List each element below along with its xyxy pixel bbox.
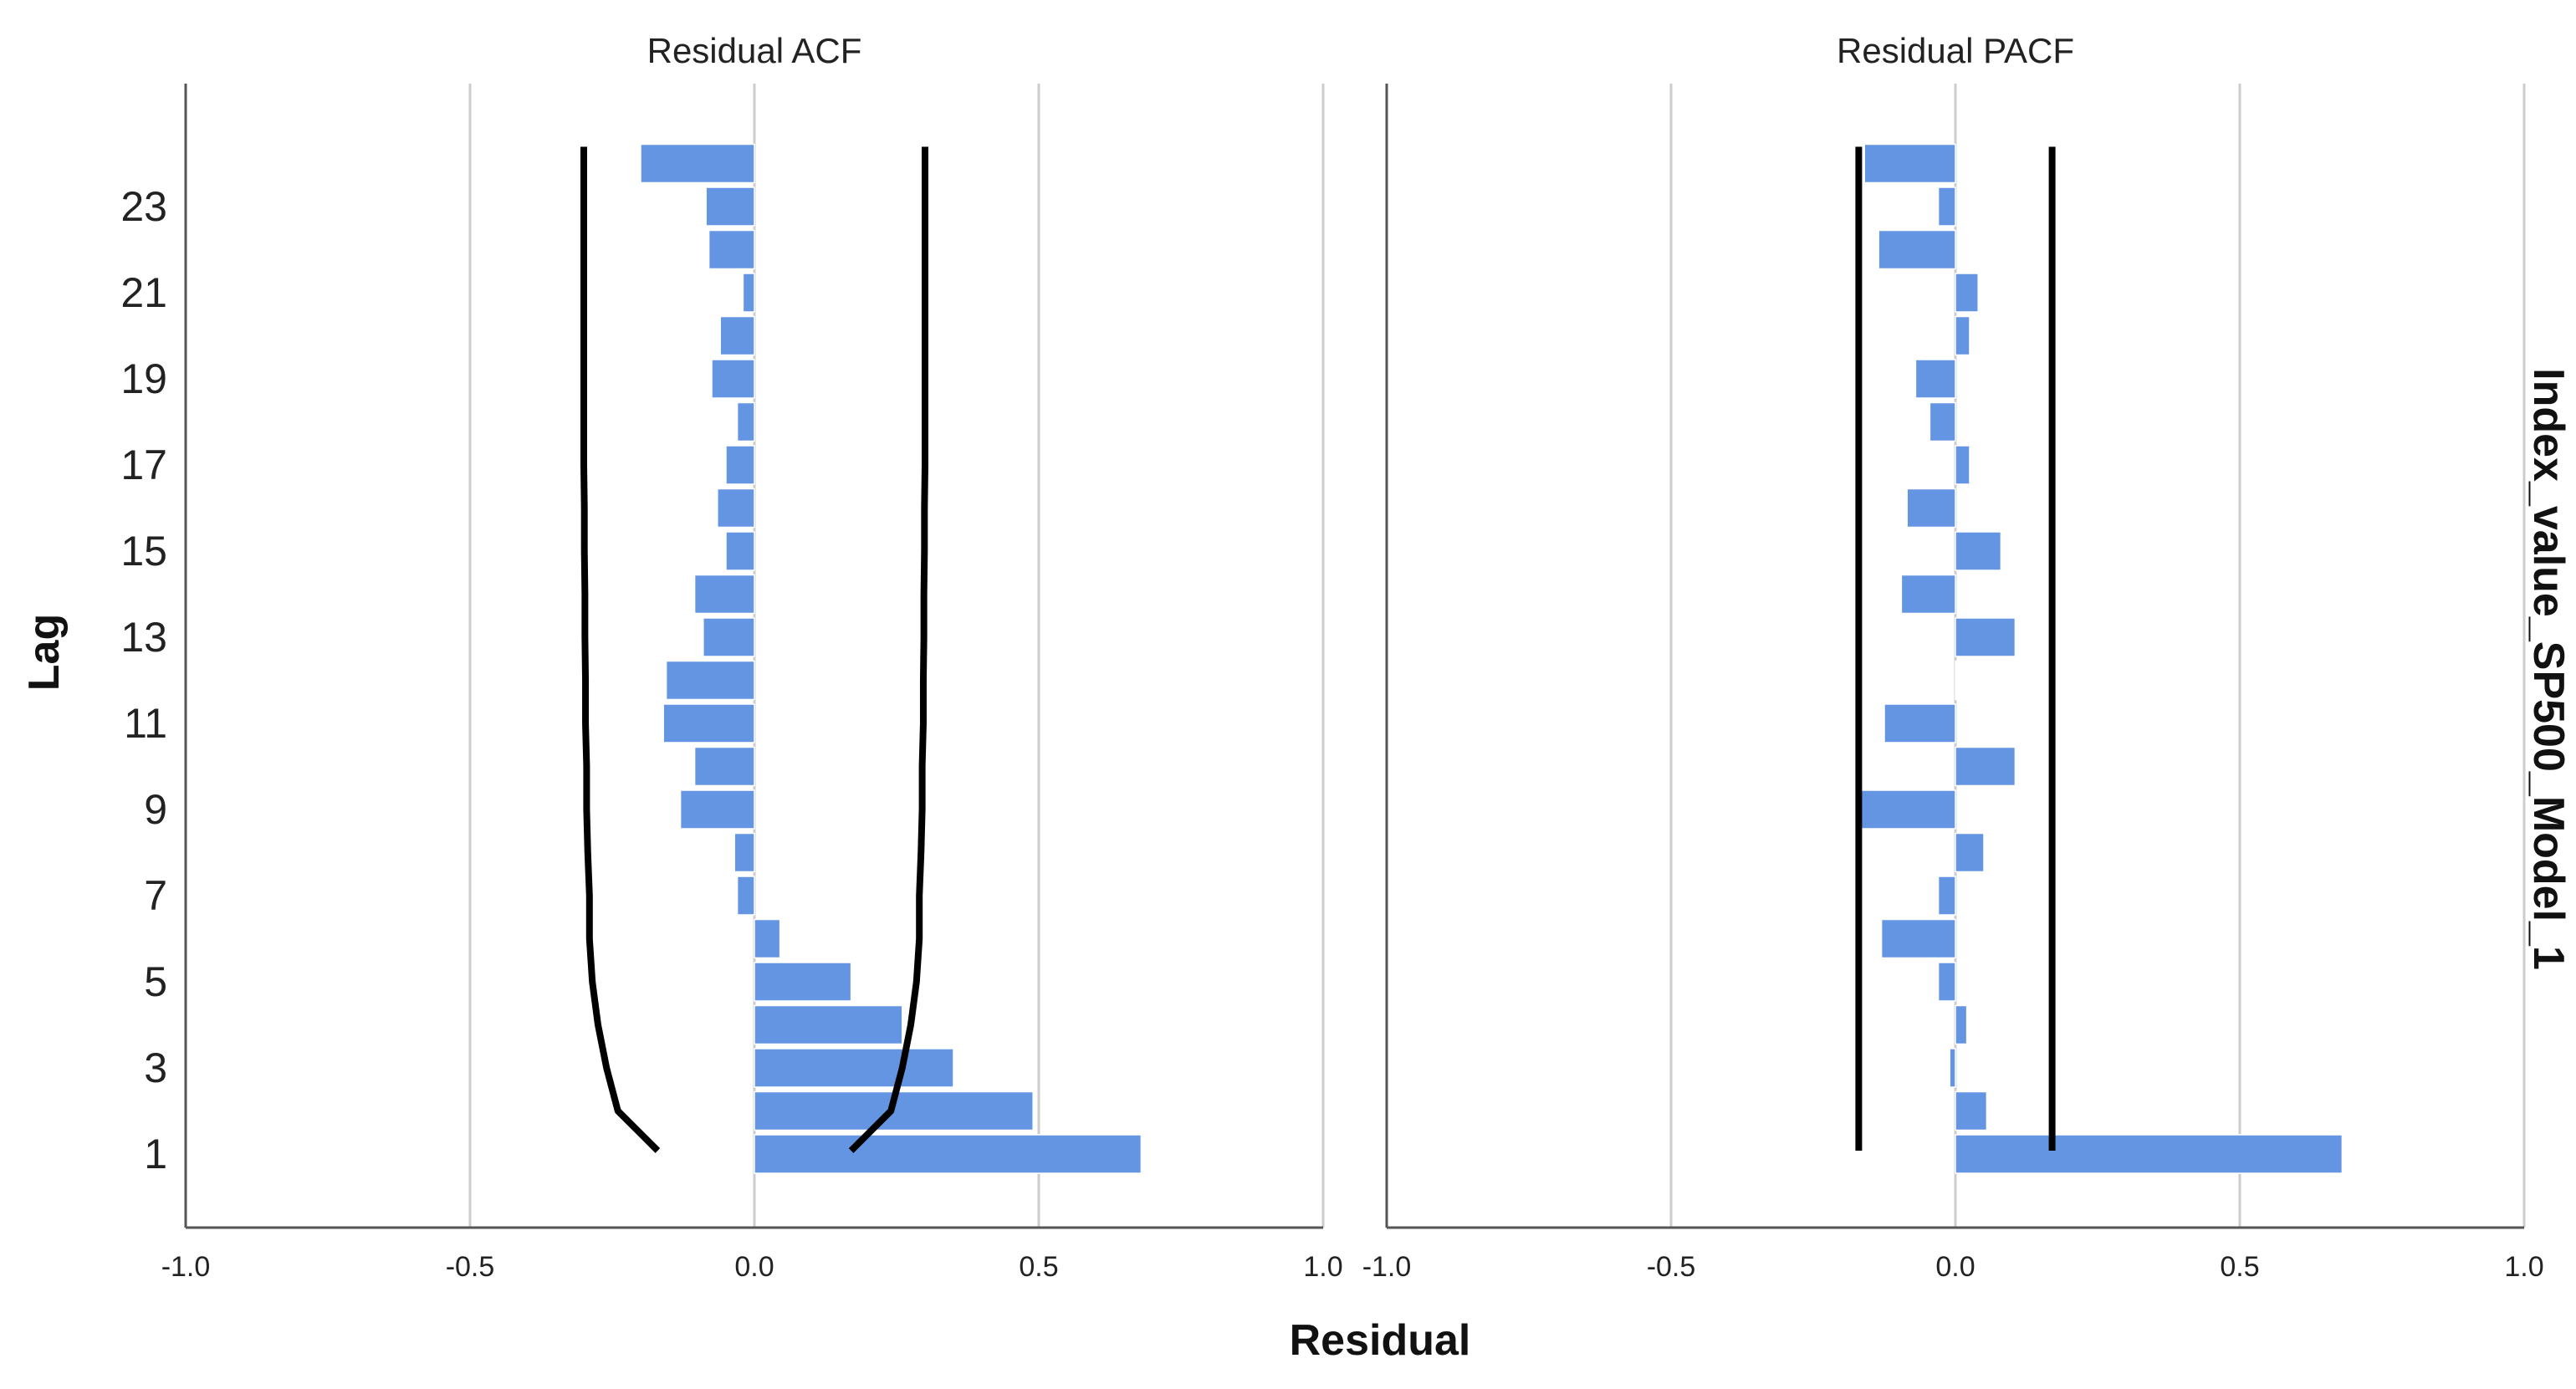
bar-lag-11 bbox=[1883, 703, 1956, 743]
bar-lag-2 bbox=[1955, 1090, 1988, 1131]
bar-lag-4 bbox=[754, 1004, 903, 1045]
bar-lag-21 bbox=[742, 273, 755, 313]
bar-lag-6 bbox=[754, 918, 781, 959]
bar-lag-10 bbox=[1955, 746, 2016, 787]
x-tick-label: 0.5 bbox=[1019, 1251, 1058, 1283]
bar-lag-15 bbox=[1955, 531, 2002, 571]
y-tick-label: 15 bbox=[120, 528, 167, 574]
x-tick-label: 0.0 bbox=[734, 1251, 774, 1283]
bar-lag-23 bbox=[1937, 186, 1956, 227]
bar-lag-23 bbox=[705, 186, 755, 227]
bar-lag-18 bbox=[1929, 401, 1956, 442]
bar-lag-24 bbox=[640, 143, 755, 184]
x-tick-label: 0.5 bbox=[2220, 1251, 2259, 1283]
bar-lag-8 bbox=[733, 832, 755, 873]
bar-lag-24 bbox=[1863, 143, 1956, 184]
x-tick-label: -1.0 bbox=[161, 1251, 211, 1283]
y-tick-label: 3 bbox=[144, 1044, 167, 1091]
bar-lag-15 bbox=[725, 531, 755, 571]
y-tick-label: 7 bbox=[144, 872, 167, 919]
bar-lag-5 bbox=[1937, 962, 1956, 1002]
bar-lag-22 bbox=[1878, 229, 1956, 270]
bar-lag-13 bbox=[1955, 617, 2016, 657]
y-tick-label: 17 bbox=[120, 442, 167, 488]
x-tick-label: 1.0 bbox=[1303, 1251, 1342, 1283]
bar-lag-16 bbox=[717, 488, 755, 529]
y-tick-label: 19 bbox=[120, 355, 167, 402]
lower-confidence-limit bbox=[580, 146, 661, 1153]
y-tick-label: 5 bbox=[144, 958, 167, 1005]
bar-lag-19 bbox=[711, 359, 755, 399]
bar-lag-17 bbox=[725, 445, 755, 485]
x-tick-label: 1.0 bbox=[2504, 1251, 2543, 1283]
bar-lag-1 bbox=[1955, 1134, 2343, 1174]
bar-lag-20 bbox=[719, 315, 755, 356]
bar-lag-16 bbox=[1906, 488, 1956, 529]
bar-lag-22 bbox=[708, 229, 755, 270]
bar-lag-3 bbox=[1949, 1048, 1956, 1088]
bar-lag-9 bbox=[679, 789, 755, 830]
bar-lag-1 bbox=[754, 1134, 1142, 1174]
x-tick-label: -0.5 bbox=[1647, 1251, 1696, 1283]
bar-lag-17 bbox=[1955, 445, 1970, 485]
x-tick-label: -1.0 bbox=[1362, 1251, 1412, 1283]
bar-lag-18 bbox=[736, 401, 755, 442]
y-tick-label: 9 bbox=[144, 786, 167, 833]
bar-lag-12 bbox=[665, 660, 755, 701]
y-tick-label: 23 bbox=[120, 183, 167, 230]
bar-lag-6 bbox=[1880, 918, 1956, 959]
panel-title: Residual ACF bbox=[647, 31, 862, 70]
bar-lag-13 bbox=[703, 617, 755, 657]
upper-confidence-limit bbox=[848, 146, 928, 1153]
bar-lag-3 bbox=[754, 1048, 954, 1088]
y-tick-label: 1 bbox=[144, 1131, 167, 1177]
panel-acf: Residual ACF -1.0 -0.5 0.0 0.5 1.0 bbox=[161, 31, 1343, 1283]
bar-lag-7 bbox=[736, 876, 755, 916]
panel-title: Residual PACF bbox=[1837, 31, 2074, 70]
bar-lag-14 bbox=[693, 574, 755, 615]
panel-pacf: Residual PACF -1.0 -0.5 0.0 0.5 1.0 bbox=[1362, 31, 2544, 1283]
x-tick-label: 0.0 bbox=[1935, 1251, 1975, 1283]
y-tick-label: 11 bbox=[124, 700, 167, 747]
y-axis-title: Lag bbox=[20, 614, 69, 691]
bar-lag-12 bbox=[1955, 660, 1958, 701]
bar-lag-10 bbox=[693, 746, 755, 787]
bar-lag-19 bbox=[1914, 359, 1956, 399]
bar-lag-9 bbox=[1858, 789, 1956, 830]
bar-lag-20 bbox=[1955, 315, 1970, 356]
y-tick-label: 13 bbox=[120, 614, 167, 661]
bar-lag-14 bbox=[1900, 574, 1956, 615]
bar-lag-8 bbox=[1955, 832, 1985, 873]
bar-lag-21 bbox=[1955, 273, 1979, 313]
bar-lag-5 bbox=[754, 962, 852, 1002]
x-tick-label: -0.5 bbox=[446, 1251, 495, 1283]
bar-lag-7 bbox=[1937, 876, 1956, 916]
bar-lag-11 bbox=[662, 703, 755, 743]
bar-lag-4 bbox=[1955, 1004, 1968, 1045]
y-tick-label: 21 bbox=[120, 269, 167, 316]
series-side-label: Index_value_SP500_Model_1 bbox=[2524, 368, 2573, 970]
x-axis-title: Residual bbox=[1290, 1316, 1471, 1365]
